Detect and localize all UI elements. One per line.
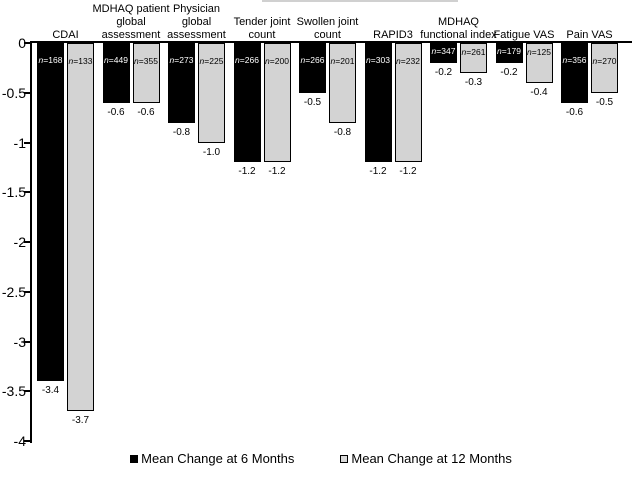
legend-item-6-months: Mean Change at 6 Months — [130, 451, 294, 466]
bar-6-months: n=266 — [233, 43, 261, 162]
sample-size-label: n=261 — [461, 47, 486, 57]
sample-size-label: n=225 — [199, 56, 224, 66]
y-axis-tick-label: -4 — [13, 433, 26, 449]
value-label: -0.5 — [595, 97, 614, 108]
bar-6-months: n=168 — [37, 43, 64, 381]
sample-size-label: n=266 — [235, 55, 259, 65]
bar-6-months: n=449 — [102, 43, 130, 103]
bar-6-months: n=356 — [561, 43, 588, 103]
legend: Mean Change at 6 Months Mean Change at 1… — [0, 451, 642, 466]
value-label: -0.2 — [434, 67, 453, 78]
legend-label-12-months: Mean Change at 12 Months — [351, 451, 512, 466]
bar-12-months: n=133 — [67, 43, 94, 411]
value-label: -0.6 — [565, 107, 584, 118]
value-label: -0.6 — [107, 107, 125, 118]
sample-size-label: n=347 — [431, 46, 456, 56]
y-axis-line — [30, 42, 32, 443]
value-label: -0.6 — [137, 107, 155, 118]
y-axis-tick — [24, 91, 30, 94]
value-label: -0.3 — [464, 77, 483, 88]
category-label: MDHAQ patient global assessment — [92, 3, 170, 42]
sample-size-label: n=125 — [527, 47, 551, 57]
value-label: -1.0 — [202, 147, 221, 158]
y-axis-tick — [24, 290, 30, 293]
y-axis-tick-label: -0.5 — [1, 84, 26, 101]
sample-size-label: n=133 — [68, 56, 93, 66]
category-label: MDHAQ functional index — [420, 16, 497, 42]
value-label: -3.7 — [71, 415, 90, 426]
category-label: Physician global assessment — [167, 3, 226, 42]
bar-12-months: n=200 — [263, 43, 291, 162]
category-label: Swollen joint count — [296, 16, 359, 42]
sample-size-label: n=270 — [592, 56, 617, 66]
sample-size-label: n=303 — [366, 55, 390, 65]
category-label: RAPID3 — [373, 29, 413, 42]
bar-6-months: n=273 — [168, 43, 195, 123]
y-axis-tick-label: -2 — [13, 234, 26, 250]
y-axis-tick — [24, 390, 30, 393]
cropped-title-artifact — [262, 0, 458, 2]
bar-6-months: n=266 — [299, 43, 326, 93]
legend-label-6-months: Mean Change at 6 Months — [141, 451, 295, 466]
sample-size-label: n=449 — [104, 55, 128, 65]
y-axis-tick-label: -1.5 — [1, 184, 26, 201]
y-axis-tick-label: -3 — [13, 333, 26, 350]
category-label: Fatigue VAS — [493, 29, 555, 42]
bar-12-months: n=261 — [460, 43, 487, 73]
sample-size-label: n=179 — [497, 46, 521, 56]
y-axis-tick — [24, 440, 30, 442]
y-axis-tick — [24, 42, 30, 44]
value-label: -0.5 — [303, 97, 322, 108]
legend-swatch-6-months-icon — [130, 454, 139, 463]
legend-swatch-12-months-icon — [340, 454, 349, 463]
value-label: -0.4 — [530, 87, 548, 98]
bar-12-months: n=125 — [525, 43, 553, 83]
bar-6-months: n=179 — [495, 43, 523, 63]
bar-12-months: n=232 — [394, 43, 422, 162]
bar-12-months: n=201 — [329, 43, 356, 123]
category-label: CDAI — [52, 29, 79, 42]
y-axis-tick-label: 0 — [18, 35, 26, 51]
value-label: -0.8 — [172, 127, 191, 138]
y-axis-tick — [24, 241, 30, 243]
bar-6-months: n=347 — [430, 43, 457, 63]
y-axis-tick-label: -2.5 — [1, 283, 26, 300]
value-label: -0.8 — [333, 127, 352, 138]
value-label: -0.2 — [500, 67, 518, 78]
sample-size-label: n=356 — [562, 55, 587, 65]
y-axis-tick — [24, 191, 30, 194]
y-axis-tick — [24, 340, 30, 343]
y-axis-tick-label: -3.5 — [1, 383, 26, 400]
value-label: -3.4 — [41, 385, 60, 396]
category-label: Pain VAS — [566, 29, 613, 42]
bar-6-months: n=303 — [364, 43, 392, 162]
value-label: -1.2 — [399, 166, 417, 177]
sample-size-label: n=200 — [265, 56, 289, 66]
sample-size-label: n=232 — [396, 56, 420, 66]
bar-12-months: n=270 — [591, 43, 618, 93]
sample-size-label: n=201 — [330, 56, 355, 66]
zero-baseline — [30, 41, 632, 43]
bar-12-months: n=355 — [132, 43, 160, 103]
sample-size-label: n=266 — [300, 55, 325, 65]
value-label: -1.2 — [369, 166, 387, 177]
legend-item-12-months: Mean Change at 12 Months — [340, 451, 512, 466]
bar-12-months: n=225 — [198, 43, 225, 143]
sample-size-label: n=168 — [38, 55, 63, 65]
value-label: -1.2 — [238, 166, 256, 177]
sample-size-label: n=355 — [134, 56, 158, 66]
y-axis-tick-label: -1 — [13, 134, 26, 151]
category-label: Tender joint count — [233, 16, 291, 42]
sample-size-label: n=273 — [169, 55, 194, 65]
y-axis-tick — [24, 141, 30, 144]
value-label: -1.2 — [268, 166, 286, 177]
